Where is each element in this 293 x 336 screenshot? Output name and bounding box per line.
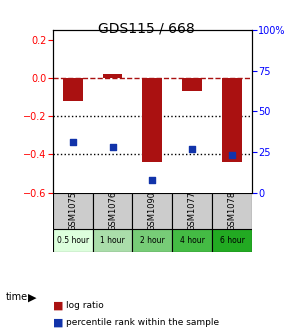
Point: [150, 177, 155, 182]
Text: time: time: [6, 292, 28, 302]
Bar: [53, 193, 93, 228]
Text: log ratio: log ratio: [66, 301, 104, 310]
Point: [70, 139, 75, 145]
Text: GSM1075: GSM1075: [68, 191, 77, 230]
Text: 1 hour: 1 hour: [100, 236, 125, 245]
Text: GSM1078: GSM1078: [228, 191, 236, 230]
Text: 2 hour: 2 hour: [140, 236, 165, 245]
Point: [110, 144, 115, 150]
Bar: [172, 193, 212, 228]
Text: GDS115 / 668: GDS115 / 668: [98, 22, 195, 36]
Bar: [132, 228, 172, 252]
Bar: [103, 74, 122, 78]
Text: GSM1090: GSM1090: [148, 191, 157, 230]
Text: GSM1076: GSM1076: [108, 191, 117, 230]
Text: percentile rank within the sample: percentile rank within the sample: [66, 318, 219, 327]
Bar: [212, 193, 252, 228]
Point: [190, 146, 195, 152]
Bar: [63, 78, 83, 101]
Point: [230, 153, 234, 158]
Text: ▶: ▶: [28, 292, 36, 302]
Bar: [142, 78, 162, 162]
Text: ■: ■: [53, 301, 63, 311]
Bar: [172, 228, 212, 252]
Text: GSM1077: GSM1077: [188, 191, 197, 230]
Text: 0.5 hour: 0.5 hour: [57, 236, 89, 245]
Bar: [53, 228, 93, 252]
Bar: [182, 78, 202, 91]
Text: 4 hour: 4 hour: [180, 236, 205, 245]
Bar: [132, 193, 172, 228]
Bar: [93, 228, 132, 252]
Bar: [212, 228, 252, 252]
Bar: [93, 193, 132, 228]
Text: 6 hour: 6 hour: [220, 236, 244, 245]
Bar: [222, 78, 242, 162]
Text: ■: ■: [53, 318, 63, 328]
